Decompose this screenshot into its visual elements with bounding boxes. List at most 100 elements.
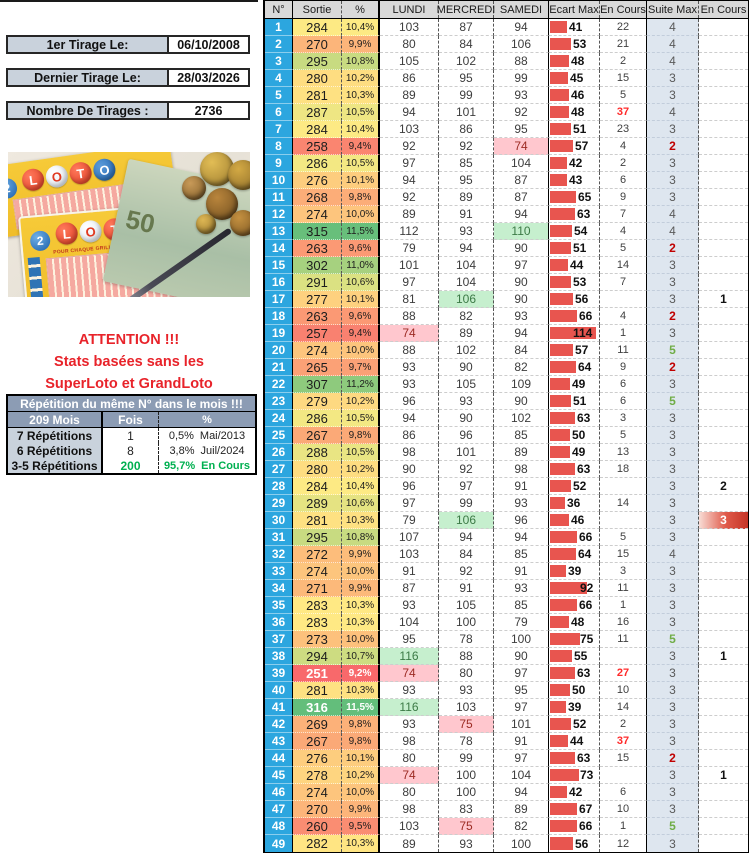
cell-en-cours-suite[interactable] bbox=[699, 257, 748, 274]
cell-lundi[interactable]: 96 bbox=[380, 478, 439, 495]
cell-mercredi[interactable]: 84 bbox=[439, 36, 494, 53]
cell-suite-max[interactable]: 5 bbox=[647, 631, 699, 648]
cell-numero[interactable]: 31 bbox=[265, 529, 293, 546]
cell-ecart-max[interactable]: 54 bbox=[549, 223, 600, 240]
cell-suite-max[interactable]: 3 bbox=[647, 478, 699, 495]
cell-sortie[interactable]: 268 bbox=[293, 189, 342, 206]
cell-suite-max[interactable]: 2 bbox=[647, 750, 699, 767]
cell-suite-max[interactable]: 3 bbox=[647, 376, 699, 393]
cell-en-cours-suite[interactable] bbox=[699, 376, 748, 393]
cell-mercredi[interactable]: 92 bbox=[439, 563, 494, 580]
cell-samedi[interactable]: 97 bbox=[494, 665, 549, 682]
cell-lundi[interactable]: 86 bbox=[380, 70, 439, 87]
cell-pct[interactable]: 9,8% bbox=[342, 427, 380, 444]
cell-sortie[interactable]: 267 bbox=[293, 733, 342, 750]
cell-en-cours-suite[interactable] bbox=[699, 155, 748, 172]
cell-mercredi[interactable]: 87 bbox=[439, 19, 494, 36]
cell-ecart-max[interactable]: 56 bbox=[549, 835, 600, 852]
cell-en-cours-suite[interactable] bbox=[699, 206, 748, 223]
cell-ecart-max[interactable]: 53 bbox=[549, 274, 600, 291]
cell-suite-max[interactable]: 3 bbox=[647, 529, 699, 546]
cell-sortie[interactable]: 265 bbox=[293, 359, 342, 376]
cell-en-cours-suite[interactable] bbox=[699, 665, 748, 682]
repetition-fois[interactable]: 1 bbox=[103, 428, 158, 443]
cell-en-cours-suite[interactable] bbox=[699, 784, 748, 801]
cell-en-cours-suite[interactable]: 1 bbox=[699, 291, 748, 308]
cell-lundi[interactable]: 101 bbox=[380, 257, 439, 274]
cell-en-cours[interactable]: 11 bbox=[600, 631, 647, 648]
cell-sortie[interactable]: 284 bbox=[293, 19, 342, 36]
cell-numero[interactable]: 9 bbox=[265, 155, 293, 172]
cell-en-cours[interactable]: 5 bbox=[600, 240, 647, 257]
cell-pct[interactable]: 10,3% bbox=[342, 835, 380, 852]
cell-mercredi[interactable]: 91 bbox=[439, 580, 494, 597]
cell-en-cours-suite[interactable] bbox=[699, 801, 748, 818]
cell-en-cours[interactable]: 4 bbox=[600, 223, 647, 240]
cell-numero[interactable]: 10 bbox=[265, 172, 293, 189]
cell-pct[interactable]: 9,7% bbox=[342, 359, 380, 376]
cell-pct[interactable]: 10,3% bbox=[342, 512, 380, 529]
cell-ecart-max[interactable]: 48 bbox=[549, 614, 600, 631]
cell-samedi[interactable]: 85 bbox=[494, 427, 549, 444]
cell-pct[interactable]: 9,5% bbox=[342, 818, 380, 835]
cell-lundi[interactable]: 88 bbox=[380, 342, 439, 359]
cell-pct[interactable]: 10,2% bbox=[342, 393, 380, 410]
cell-lundi[interactable]: 79 bbox=[380, 240, 439, 257]
cell-samedi[interactable]: 94 bbox=[494, 784, 549, 801]
cell-ecart-max[interactable]: 50 bbox=[549, 427, 600, 444]
cell-sortie[interactable]: 291 bbox=[293, 274, 342, 291]
cell-numero[interactable]: 25 bbox=[265, 427, 293, 444]
cell-samedi[interactable]: 91 bbox=[494, 733, 549, 750]
cell-en-cours-suite[interactable] bbox=[699, 308, 748, 325]
cell-pct[interactable]: 10,4% bbox=[342, 19, 380, 36]
cell-numero[interactable]: 7 bbox=[265, 121, 293, 138]
cell-suite-max[interactable]: 3 bbox=[647, 699, 699, 716]
cell-suite-max[interactable]: 5 bbox=[647, 342, 699, 359]
cell-ecart-max[interactable]: 50 bbox=[549, 682, 600, 699]
cell-sortie[interactable]: 263 bbox=[293, 240, 342, 257]
cell-suite-max[interactable]: 3 bbox=[647, 614, 699, 631]
cell-sortie[interactable]: 281 bbox=[293, 512, 342, 529]
cell-pct[interactable]: 11,2% bbox=[342, 376, 380, 393]
cell-pct[interactable]: 10,6% bbox=[342, 274, 380, 291]
cell-en-cours-suite[interactable]: 1 bbox=[699, 648, 748, 665]
cell-en-cours-suite[interactable] bbox=[699, 410, 748, 427]
cell-samedi[interactable]: 97 bbox=[494, 257, 549, 274]
cell-en-cours-suite[interactable] bbox=[699, 427, 748, 444]
cell-suite-max[interactable]: 3 bbox=[647, 784, 699, 801]
cell-mercredi[interactable]: 82 bbox=[439, 308, 494, 325]
cell-lundi[interactable]: 80 bbox=[380, 750, 439, 767]
cell-lundi[interactable]: 87 bbox=[380, 580, 439, 597]
cell-samedi[interactable]: 110 bbox=[494, 223, 549, 240]
cell-mercredi[interactable]: 78 bbox=[439, 733, 494, 750]
cell-numero[interactable]: 6 bbox=[265, 104, 293, 121]
cell-ecart-max[interactable]: 42 bbox=[549, 155, 600, 172]
cell-mercredi[interactable]: 93 bbox=[439, 223, 494, 240]
cell-mercredi[interactable]: 93 bbox=[439, 393, 494, 410]
cell-mercredi[interactable]: 94 bbox=[439, 529, 494, 546]
cell-numero[interactable]: 14 bbox=[265, 240, 293, 257]
cell-pct[interactable]: 9,2% bbox=[342, 665, 380, 682]
cell-ecart-max[interactable]: 114 bbox=[549, 325, 600, 342]
header-sortie[interactable]: Sortie bbox=[293, 1, 342, 18]
cell-en-cours[interactable]: 2 bbox=[600, 53, 647, 70]
cell-en-cours-suite[interactable] bbox=[699, 359, 748, 376]
cell-samedi[interactable]: 93 bbox=[494, 87, 549, 104]
cell-en-cours[interactable]: 15 bbox=[600, 750, 647, 767]
cell-en-cours-suite[interactable] bbox=[699, 818, 748, 835]
cell-en-cours-suite[interactable] bbox=[699, 546, 748, 563]
cell-mercredi[interactable]: 92 bbox=[439, 461, 494, 478]
cell-en-cours[interactable]: 11 bbox=[600, 580, 647, 597]
cell-samedi[interactable]: 90 bbox=[494, 274, 549, 291]
cell-ecart-max[interactable]: 57 bbox=[549, 342, 600, 359]
cell-suite-max[interactable]: 3 bbox=[647, 444, 699, 461]
cell-suite-max[interactable]: 3 bbox=[647, 495, 699, 512]
cell-ecart-max[interactable]: 73 bbox=[549, 767, 600, 784]
cell-samedi[interactable]: 102 bbox=[494, 410, 549, 427]
cell-suite-max[interactable]: 2 bbox=[647, 359, 699, 376]
cell-sortie[interactable]: 258 bbox=[293, 138, 342, 155]
cell-sortie[interactable]: 267 bbox=[293, 427, 342, 444]
cell-mercredi[interactable]: 100 bbox=[439, 767, 494, 784]
cell-en-cours-suite[interactable] bbox=[699, 835, 748, 852]
cell-mercredi[interactable]: 95 bbox=[439, 172, 494, 189]
